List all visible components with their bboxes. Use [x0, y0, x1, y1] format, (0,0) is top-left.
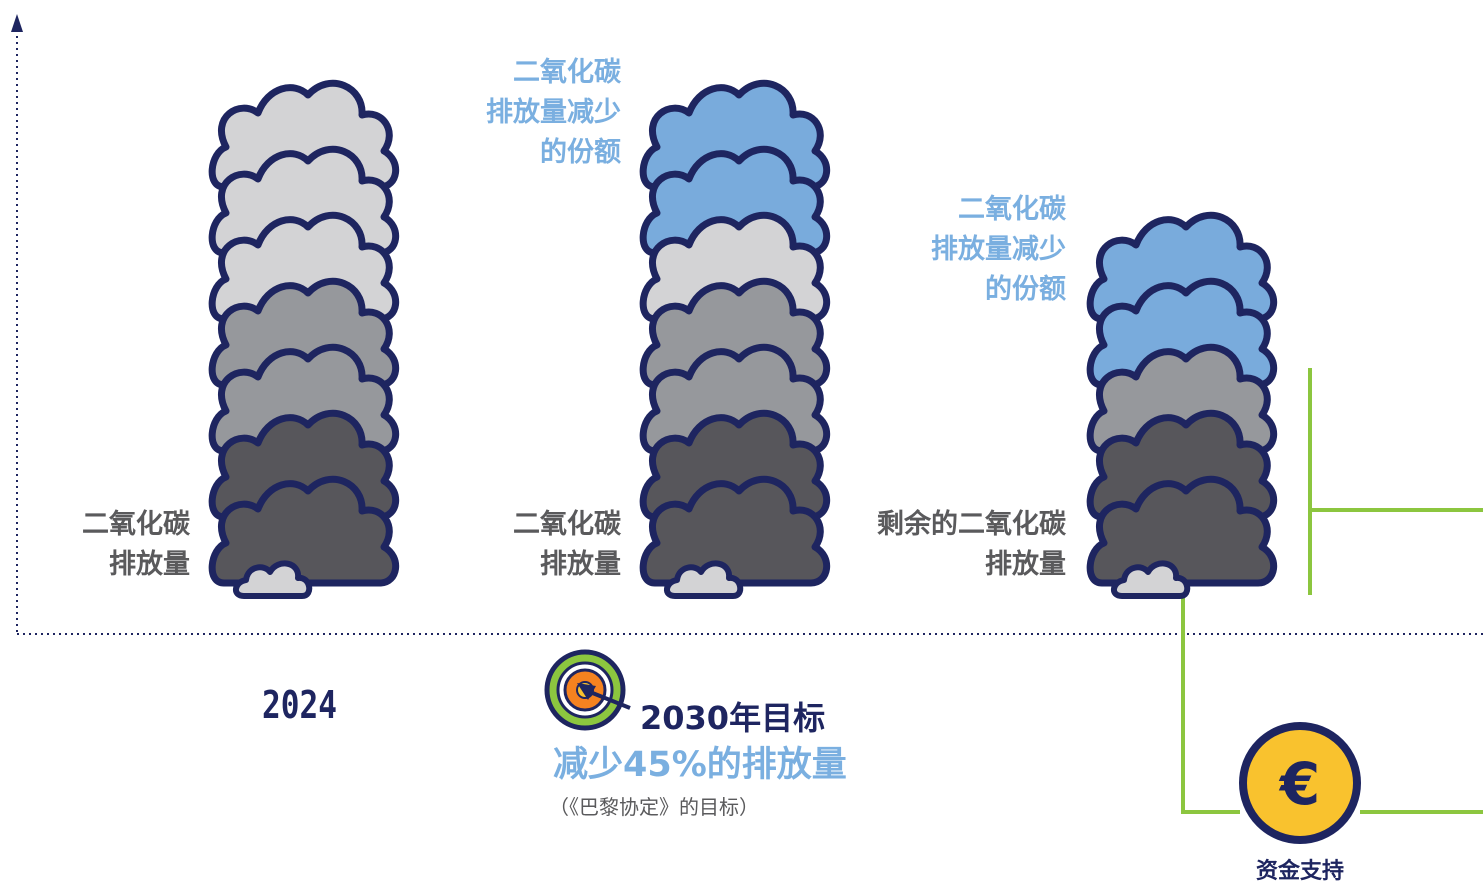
col2-bottom-label: 二氧化碳 排放量: [513, 509, 621, 580]
col3-bottom-label: 剩余的二氧化碳 排放量: [877, 509, 1066, 580]
y-axis-arrow-icon: [11, 14, 23, 32]
euro-coin-icon: €: [1239, 722, 1361, 844]
col1-bottom-label: 二氧化碳 排放量: [82, 509, 190, 580]
axes: [11, 14, 1483, 635]
col3-top-label: 二氧化碳 排放量减少 的份额: [931, 194, 1066, 305]
cloud-stack-1: [212, 83, 396, 596]
cloud-stack-2: [643, 83, 827, 596]
funding-label: 资金支持: [1255, 859, 1344, 884]
funding-connector: [1181, 368, 1483, 814]
cloud-stack-3: [1090, 215, 1274, 596]
connector-to-coin: [1181, 592, 1240, 814]
year-label: 2024: [262, 683, 338, 727]
paris-note: （《巴黎协定》的目标）: [549, 795, 759, 819]
reduction-label: 减少45%的排放量: [553, 745, 847, 785]
target-label: 2030年目标: [640, 699, 826, 737]
cloud-stacks: [212, 83, 1274, 596]
target-icon: [544, 649, 631, 731]
col2-top-label: 二氧化碳 排放量减少 的份额: [486, 57, 621, 168]
euro-symbol: €: [1278, 750, 1320, 818]
